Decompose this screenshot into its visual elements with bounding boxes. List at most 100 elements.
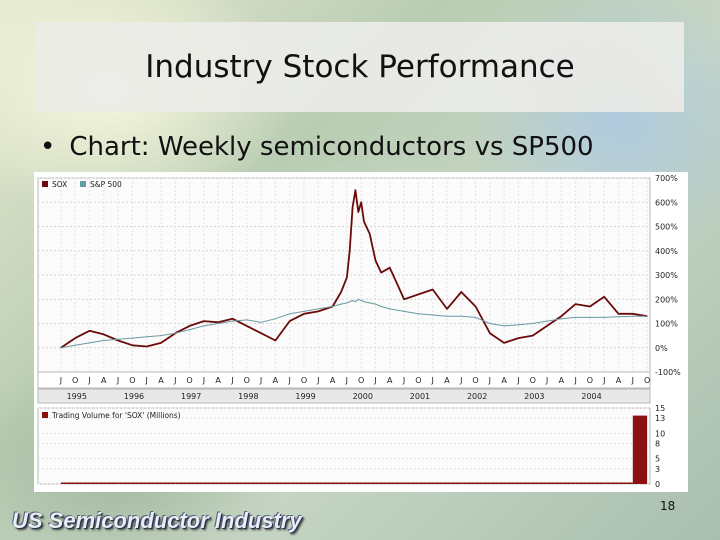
month-tick-label: J	[287, 376, 290, 385]
data-point-sp500	[389, 308, 391, 310]
data-point-sox	[217, 321, 219, 323]
month-tick-label: O	[72, 376, 78, 385]
series-line-sp500	[60, 298, 648, 349]
data-point-sox	[352, 206, 354, 208]
data-point-sox	[340, 291, 342, 293]
data-point-sox	[189, 325, 191, 327]
month-tick-label: J	[173, 376, 176, 385]
volume-y-tick-label: 0	[655, 480, 660, 489]
y-tick-label: 600%	[655, 198, 678, 207]
page-number: 18	[660, 499, 676, 513]
data-point-sox	[617, 313, 620, 315]
year-tick-label: 2002	[467, 392, 487, 401]
bullet-text: Chart: Weekly semiconductors vs SP500	[69, 132, 594, 162]
title-box: Industry Stock Performance	[36, 22, 684, 112]
data-point-sox	[403, 298, 405, 300]
month-tick-label: J	[373, 376, 376, 385]
data-point-sp500	[203, 325, 205, 327]
volume-bar	[175, 482, 233, 484]
data-point-sp500	[289, 313, 291, 315]
month-tick-label: A	[158, 376, 164, 385]
data-point-sp500	[103, 339, 105, 342]
month-tick-label: O	[530, 376, 536, 385]
year-tick-label: 1996	[124, 392, 144, 401]
month-tick-label: J	[516, 376, 519, 385]
year-tick-label: 1998	[238, 392, 258, 401]
month-tick-label: A	[215, 376, 221, 385]
month-tick-label: J	[316, 376, 319, 385]
data-point-sp500	[363, 301, 365, 303]
data-point-sox	[231, 318, 234, 320]
volume-y-tick-label: 5	[655, 455, 660, 464]
data-point-sp500	[432, 314, 434, 316]
volume-y-tick-label: 8	[655, 439, 660, 448]
data-point-sox	[369, 233, 371, 235]
month-tick-label: J	[459, 376, 462, 385]
volume-bar	[604, 482, 619, 484]
year-tick-label: 1995	[67, 392, 87, 401]
data-point-sp500	[617, 316, 620, 318]
data-point-sox	[460, 291, 462, 293]
data-point-sp500	[357, 298, 359, 300]
data-point-sox	[517, 337, 519, 339]
data-point-sox	[603, 296, 605, 298]
month-tick-label: A	[444, 376, 450, 385]
year-tick-label: 1997	[181, 392, 201, 401]
data-point-sox	[575, 303, 577, 305]
y-tick-label: 100%	[655, 320, 678, 329]
month-tick-label: J	[430, 376, 433, 385]
month-tick-label: J	[402, 376, 405, 385]
data-point-sp500	[403, 310, 405, 312]
data-point-sp500	[532, 322, 534, 325]
month-tick-label: O	[415, 376, 421, 385]
data-point-sp500	[131, 337, 133, 339]
month-tick-label: J	[488, 376, 491, 385]
month-tick-label: J	[202, 376, 205, 385]
data-point-sox	[532, 335, 534, 337]
data-point-sp500	[317, 308, 319, 310]
stock-chart: 700% 600% 500% 400% 300% 200% 100% 0% -100% SOX S&…	[34, 172, 688, 492]
data-point-sp500	[340, 303, 342, 305]
series-line-sox	[60, 189, 648, 349]
data-point-sox	[146, 345, 148, 348]
year-tick-label: 2004	[581, 392, 601, 401]
month-tick-label: O	[129, 376, 135, 385]
y-tick-label: 300%	[655, 271, 678, 280]
data-point-sp500	[146, 336, 148, 338]
legend-label-sp500: S&P 500	[90, 180, 122, 189]
data-point-sox	[389, 267, 391, 269]
month-tick-label: J	[116, 376, 119, 385]
footer-title: US Semiconductor Industry	[12, 508, 302, 533]
data-point-sp500	[303, 310, 305, 312]
year-tick-label: 2003	[524, 392, 544, 401]
data-point-sp500	[217, 322, 219, 325]
data-point-sox	[357, 211, 359, 213]
data-point-sp500	[380, 305, 382, 308]
data-point-sox	[560, 315, 562, 317]
data-point-sox	[360, 201, 362, 203]
data-point-sox	[160, 342, 162, 344]
data-point-sox	[260, 332, 262, 334]
y-tick-label: 400%	[655, 247, 678, 256]
volume-bar	[461, 482, 519, 484]
volume-bar	[575, 482, 605, 484]
month-tick-label: O	[301, 376, 307, 385]
slide-title: Industry Stock Performance	[145, 49, 575, 85]
data-point-sox	[203, 320, 205, 322]
legend-label-sox: SOX	[52, 180, 67, 189]
data-point-sox	[303, 313, 305, 315]
data-point-sox	[589, 305, 591, 308]
data-point-sox	[317, 310, 319, 312]
y-tick-label: 0%	[655, 344, 668, 353]
volume-plot-area	[37, 407, 651, 485]
month-tick-label: A	[616, 376, 622, 385]
data-point-sox	[417, 293, 419, 295]
month-tick-label: O	[472, 376, 478, 385]
data-point-sp500	[174, 332, 176, 334]
month-tick-label: J	[602, 376, 605, 385]
data-point-sox	[380, 272, 382, 274]
data-point-sp500	[88, 342, 91, 344]
volume-y-tick-label: 15	[655, 404, 665, 413]
data-point-sp500	[646, 315, 648, 317]
data-point-sp500	[160, 335, 162, 337]
